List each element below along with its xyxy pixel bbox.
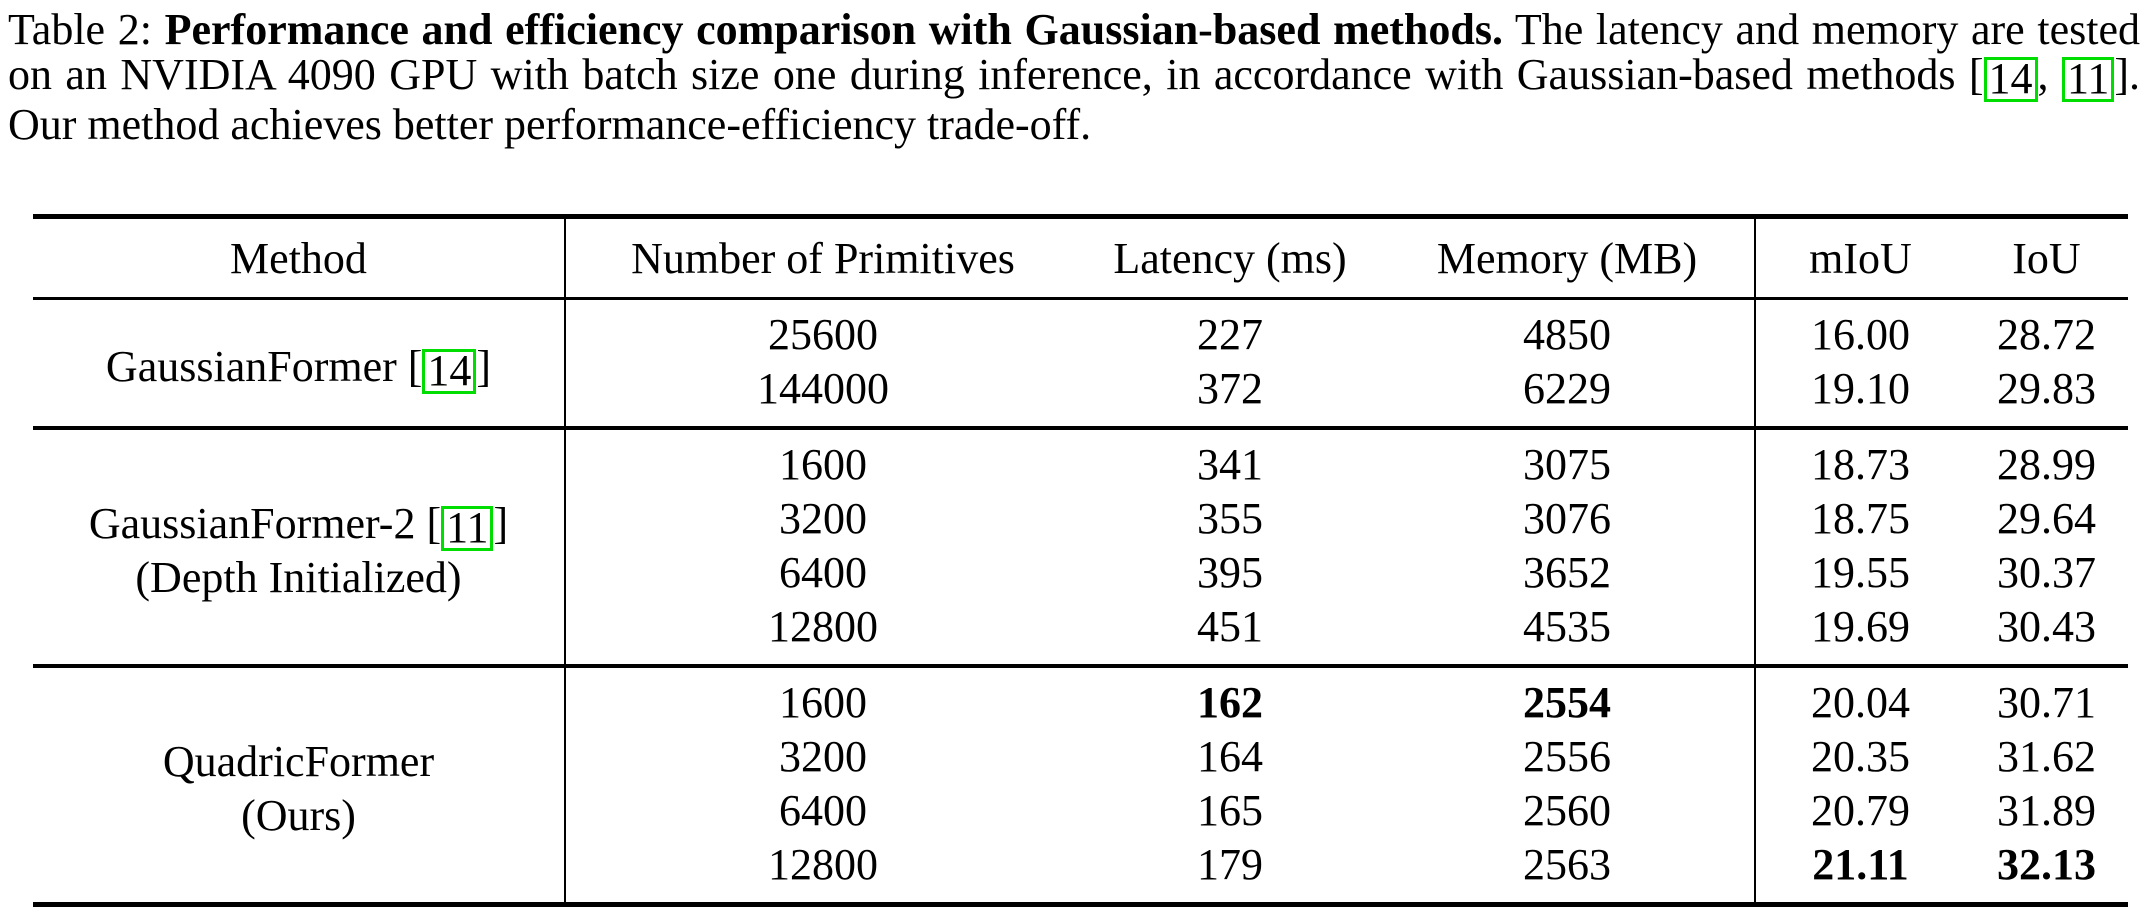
text-segment: GaussianFormer [: [105, 342, 423, 392]
cell-primitives: 144000: [564, 362, 1080, 429]
cell-iou: 28.72: [1997, 310, 2096, 360]
text-segment: ]: [476, 342, 492, 392]
cell-memory: 2563: [1523, 840, 1611, 890]
cell-primitives: 12800: [564, 600, 1080, 667]
column-header-primitives: Number of Primitives: [564, 216, 1080, 301]
cell-iou: 29.83: [1997, 364, 2096, 414]
method-group-1: GaussianFormer-2 [11] (Depth Initialized)…: [33, 426, 2128, 667]
text-segment: The latency and memory are tested on an …: [8, 5, 2140, 99]
table-row: 144000 372 6229 19.10 29.83: [33, 362, 2128, 429]
cell-miou: 20.35: [1754, 730, 1965, 785]
citation-link-11[interactable]: 11: [441, 505, 494, 552]
cell-latency: 179: [1197, 840, 1263, 890]
text-segment: ,: [2037, 50, 2062, 99]
text-segment: Table 2:: [8, 5, 165, 54]
cell-latency: 451: [1197, 602, 1263, 652]
cell-iou: 32.13: [1997, 840, 2096, 890]
method-line: QuadricFormer: [33, 735, 564, 789]
cell-iou: 31.62: [1997, 732, 2096, 782]
table-row: 12800 179 2563 21.11 32.13: [33, 838, 2128, 905]
table-row: 3200 164 2556 20.35 31.62: [33, 730, 2128, 785]
results-table: Method Number of Primitives Latency (ms) Me…: [33, 214, 2128, 908]
cell-primitives: 1600: [564, 664, 1080, 731]
method-cell: QuadricFormer (Ours): [33, 664, 565, 905]
cell-latency: 165: [1197, 786, 1263, 836]
table-row: GaussianFormer-2 [11] (Depth Initialized)…: [33, 426, 2128, 667]
cell-iou: 30.71: [1965, 664, 2128, 731]
cell-iou: 31.89: [1997, 786, 2096, 836]
method-line: GaussianFormer [14]: [33, 340, 564, 395]
cell-latency: 355: [1197, 494, 1263, 544]
cell-iou: 30.43: [1997, 602, 2096, 652]
table-header: Method Number of Primitives Latency (ms) Me…: [33, 216, 2128, 301]
cell-miou: 18.73: [1754, 426, 1965, 493]
cell-latency: 164: [1197, 732, 1263, 782]
cell-miou: 20.04: [1754, 664, 1965, 731]
text-segment: GaussianFormer-2 [: [88, 499, 442, 549]
cell-iou: 28.99: [1965, 426, 2128, 493]
method-line: (Depth Initialized): [33, 551, 564, 605]
cell-miou: 19.55: [1754, 546, 1965, 601]
text-segment: (Ours): [241, 791, 356, 841]
table-row: 3200 355 3076 18.75 29.64: [33, 492, 2128, 547]
method-line: GaussianFormer-2 [11]: [33, 497, 564, 552]
method-group-0: GaussianFormer [14] 25600 227 4850 16.00 28.7…: [33, 298, 2128, 429]
cell-memory: 4850: [1523, 310, 1611, 360]
cell-primitives: 1600: [564, 426, 1080, 493]
column-header-memory: Memory (MB): [1380, 216, 1755, 301]
text-segment: (Depth Initialized): [135, 553, 462, 603]
cell-primitives: 3200: [564, 492, 1080, 547]
cell-memory: 3076: [1523, 494, 1611, 544]
cell-miou: 21.11: [1754, 838, 1965, 905]
table-row: 6400 165 2560 20.79 31.89: [33, 784, 2128, 839]
column-header-latency: Latency (ms): [1080, 216, 1380, 301]
method-group-2: QuadricFormer (Ours) 1600 162 2554 20.04 30.71…: [33, 664, 2128, 905]
table-row: 6400 395 3652 19.55 30.37: [33, 546, 2128, 601]
cell-memory: 3652: [1523, 548, 1611, 598]
cell-latency: 162: [1080, 664, 1380, 731]
table-caption: Table 2: Performance and efficiency comp…: [0, 0, 2148, 147]
cell-miou: 19.10: [1754, 362, 1965, 429]
column-header-miou: mIoU: [1754, 216, 1965, 301]
cell-latency: 372: [1197, 364, 1263, 414]
cell-iou: 29.64: [1997, 494, 2096, 544]
cell-latency: 227: [1197, 310, 1263, 360]
cell-latency: 395: [1197, 548, 1263, 598]
citation-link-11[interactable]: 11: [2061, 56, 2115, 103]
column-header-method: Method: [33, 216, 565, 301]
table-row: QuadricFormer (Ours) 1600 162 2554 20.04 30.71: [33, 664, 2128, 905]
cell-latency: 341: [1080, 426, 1380, 493]
cell-memory: 3075: [1380, 426, 1755, 493]
caption-title: Performance and efficiency comparison wi…: [164, 5, 1503, 54]
table-row: GaussianFormer [14] 25600 227 4850 16.00 28.7…: [33, 298, 2128, 395]
cell-memory: 2560: [1523, 786, 1611, 836]
text-segment: QuadricFormer: [162, 737, 435, 787]
cell-miou: 16.00: [1754, 298, 1965, 363]
citation-link-14[interactable]: 14: [1983, 56, 2038, 103]
cell-memory: 6229: [1523, 364, 1611, 414]
cell-miou: 19.69: [1754, 600, 1965, 667]
cell-primitives: 12800: [564, 838, 1080, 905]
header-row: Method Number of Primitives Latency (ms) Me…: [33, 216, 2128, 301]
cell-memory: 2556: [1523, 732, 1611, 782]
cell-memory: 2554: [1380, 664, 1755, 731]
cell-primitives: 3200: [564, 730, 1080, 785]
cell-iou: 30.37: [1997, 548, 2096, 598]
cell-memory: 4535: [1523, 602, 1611, 652]
table-row: 12800 451 4535 19.69 30.43: [33, 600, 2128, 667]
method-line: (Ours): [33, 789, 564, 843]
column-header-iou: IoU: [1965, 216, 2128, 301]
text-segment: ]: [493, 499, 509, 549]
cell-primitives: 6400: [564, 546, 1080, 601]
citation-link-14[interactable]: 14: [422, 348, 477, 395]
cell-miou: 18.75: [1754, 492, 1965, 547]
method-cell: GaussianFormer-2 [11] (Depth Initialized): [33, 426, 565, 667]
cell-miou: 20.79: [1754, 784, 1965, 839]
method-cell: GaussianFormer [14]: [33, 299, 565, 429]
cell-primitives: 25600: [564, 298, 1080, 363]
text-segment: ]. Our method achieves better performanc…: [8, 50, 2141, 150]
cell-primitives: 6400: [564, 784, 1080, 839]
